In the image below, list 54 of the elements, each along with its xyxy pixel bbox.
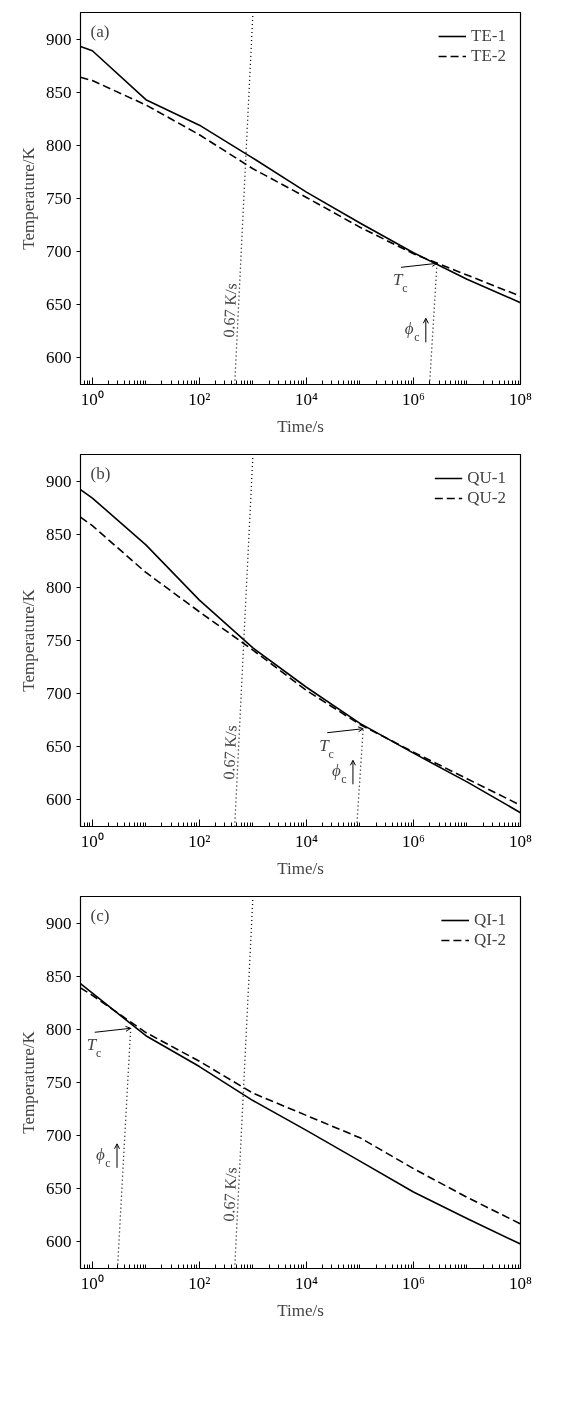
annotation: (a) — [90, 21, 110, 41]
y-tick-label: 600 — [46, 790, 72, 810]
legend-label: QI-1 — [473, 910, 506, 930]
x-tick-label: 10⁶ — [402, 831, 425, 851]
legend-label: TE-1 — [471, 26, 506, 46]
x-tick-label: 10⁶ — [402, 389, 425, 409]
x-tick-label: 10⁴ — [294, 831, 318, 851]
y-tick-label: 750 — [46, 631, 72, 650]
x-tick-label: 10⁰ — [80, 1273, 104, 1293]
x-axis-title: Time/s — [277, 858, 324, 878]
y-axis-title: Temperature/K — [19, 1030, 38, 1134]
y-tick-label: 700 — [46, 684, 72, 704]
x-tick-label: 10⁸ — [509, 831, 533, 851]
y-tick-label: 900 — [46, 471, 72, 491]
x-tick-label: 10⁸ — [509, 1273, 533, 1293]
x-tick-label: 10² — [188, 1273, 211, 1293]
y-axis-title: Temperature/K — [19, 146, 38, 250]
y-tick-label: 800 — [46, 577, 72, 597]
x-axis-title: Time/s — [277, 416, 324, 436]
y-tick-label: 600 — [46, 1232, 72, 1252]
x-tick-label: 10⁸ — [509, 389, 533, 409]
x-tick-label: 10² — [188, 389, 211, 409]
y-tick-label: 800 — [46, 1019, 72, 1039]
text: 0.67 K/s — [219, 724, 240, 780]
y-tick-label: 800 — [46, 135, 72, 155]
x-tick-label: 10⁴ — [294, 389, 318, 409]
annotation: (b) — [90, 463, 111, 483]
y-tick-label: 700 — [46, 1126, 72, 1146]
x-tick-label: 10² — [188, 831, 211, 851]
x-axis-title: Time/s — [277, 1300, 324, 1320]
y-tick-label: 850 — [46, 524, 72, 544]
y-tick-label: 700 — [46, 242, 72, 262]
legend-label: QU-1 — [467, 468, 506, 488]
y-tick-label: 900 — [46, 29, 72, 49]
y-tick-label: 750 — [46, 1073, 72, 1092]
y-tick-label: 750 — [46, 189, 72, 208]
y-tick-label: 650 — [46, 295, 72, 315]
text: 0.67 K/s — [219, 1166, 240, 1222]
y-tick-label: 600 — [46, 348, 72, 368]
legend-label: QI-2 — [473, 930, 506, 950]
text: 0.67 K/s — [219, 282, 240, 338]
x-tick-label: 10⁰ — [80, 389, 104, 409]
annotation: (c) — [90, 905, 110, 925]
legend-label: TE-2 — [471, 46, 506, 66]
legend-label: QU-2 — [467, 488, 506, 508]
x-tick-label: 10⁰ — [80, 831, 104, 851]
y-tick-label: 650 — [46, 737, 72, 757]
y-axis-title: Temperature/K — [19, 588, 38, 692]
y-tick-label: 850 — [46, 82, 72, 102]
x-tick-label: 10⁶ — [402, 1273, 425, 1293]
x-tick-label: 10⁴ — [294, 1273, 318, 1293]
y-tick-label: 850 — [46, 966, 72, 986]
y-tick-label: 650 — [46, 1179, 72, 1199]
y-tick-label: 900 — [46, 913, 72, 933]
